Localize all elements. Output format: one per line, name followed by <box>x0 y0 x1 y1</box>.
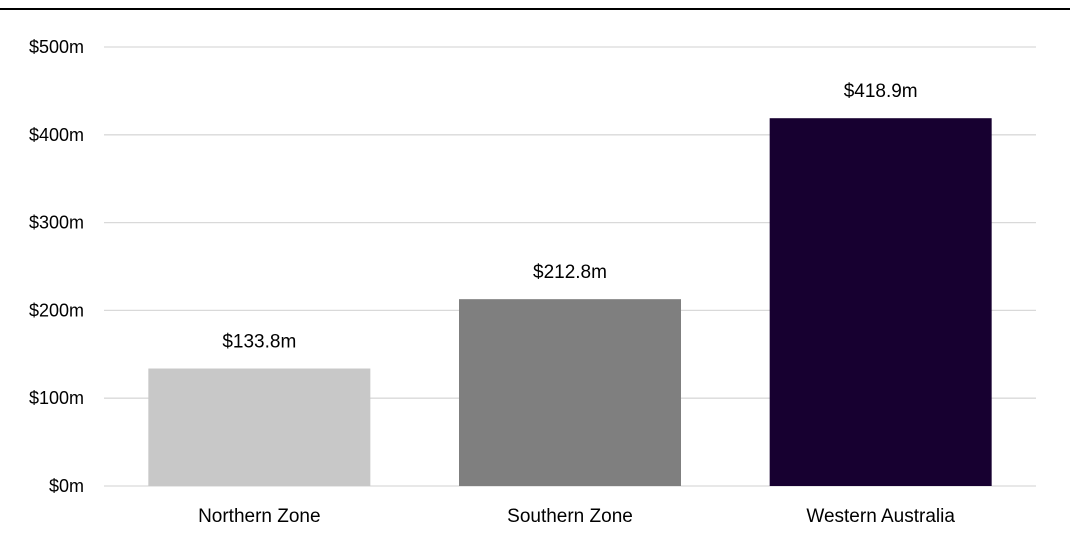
data-labels: $133.8m $212.8m $418.9m <box>222 81 917 352</box>
y-tick-label: $100m <box>29 388 84 408</box>
x-tick-label: Southern Zone <box>507 506 633 527</box>
top-border-rule <box>0 8 1070 10</box>
y-tick-label: $400m <box>29 125 84 145</box>
x-tick-label: Northern Zone <box>198 506 321 527</box>
bars <box>148 118 992 486</box>
y-tick-label: $200m <box>29 300 84 320</box>
bar-data-label: $212.8m <box>533 262 607 283</box>
y-tick-label: $500m <box>29 37 84 57</box>
x-axis-tick-labels: Northern Zone Southern Zone Western Austra… <box>198 506 955 527</box>
bar-data-label: $418.9m <box>844 81 918 102</box>
x-tick-label: Western Australia <box>806 506 955 527</box>
bar-data-label: $133.8m <box>222 332 296 353</box>
bar <box>148 368 371 486</box>
y-axis-tick-labels: $0m $100m $200m $300m $400m $500m <box>29 37 84 496</box>
bar <box>459 299 681 486</box>
y-tick-label: $300m <box>29 213 84 233</box>
y-tick-label: $0m <box>49 476 84 496</box>
bar <box>769 118 992 486</box>
